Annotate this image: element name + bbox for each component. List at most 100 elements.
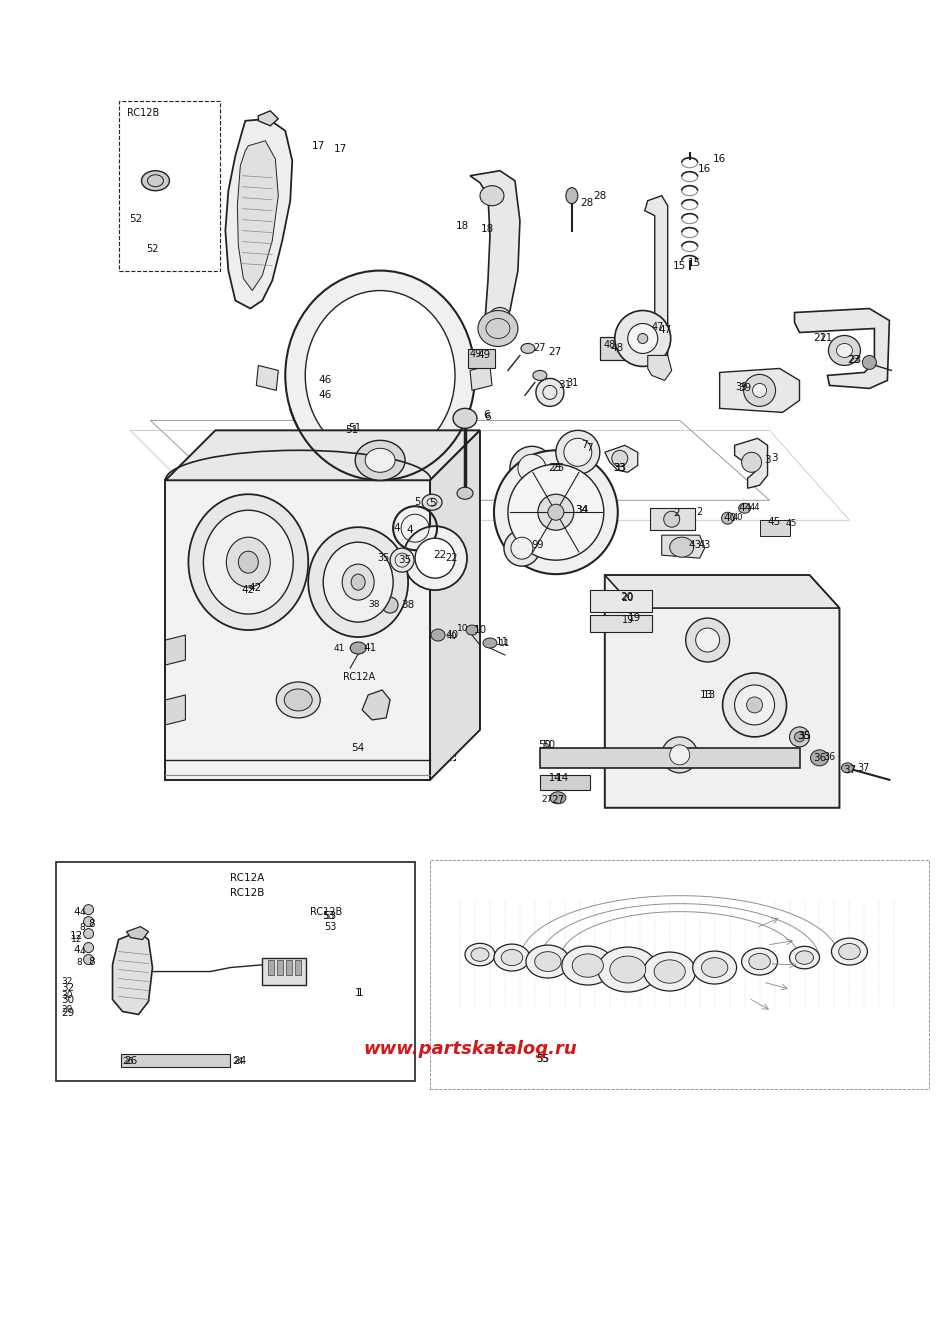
- Ellipse shape: [550, 792, 566, 804]
- Text: 46: 46: [319, 375, 332, 386]
- Text: 53: 53: [324, 922, 337, 931]
- Text: 35: 35: [378, 553, 390, 563]
- Text: 40: 40: [446, 632, 457, 640]
- Bar: [277, 959, 283, 975]
- Text: 30: 30: [61, 995, 74, 1004]
- Text: 27: 27: [548, 347, 561, 358]
- Text: 4: 4: [394, 523, 400, 533]
- Text: 6: 6: [485, 412, 492, 423]
- Text: 17: 17: [334, 143, 347, 154]
- Text: 26: 26: [124, 1056, 137, 1067]
- Text: 53: 53: [322, 910, 335, 921]
- Text: 30: 30: [61, 991, 72, 1000]
- Text: 50: 50: [539, 739, 552, 750]
- Text: 1: 1: [355, 987, 362, 998]
- Ellipse shape: [832, 938, 868, 965]
- Text: 15: 15: [688, 257, 701, 268]
- Text: 35: 35: [798, 731, 810, 741]
- Polygon shape: [604, 445, 637, 472]
- Ellipse shape: [742, 949, 777, 975]
- Circle shape: [612, 451, 628, 466]
- Text: 44: 44: [749, 502, 760, 511]
- Text: 35: 35: [399, 555, 412, 566]
- Text: 6: 6: [484, 411, 491, 420]
- Ellipse shape: [355, 440, 405, 480]
- Bar: [760, 521, 790, 537]
- Ellipse shape: [365, 448, 395, 472]
- Text: 2: 2: [673, 509, 680, 518]
- Text: 33: 33: [613, 464, 626, 473]
- Ellipse shape: [285, 270, 475, 480]
- Text: 22: 22: [445, 553, 458, 563]
- Text: 16: 16: [698, 164, 712, 174]
- Ellipse shape: [323, 542, 393, 621]
- Text: 40: 40: [732, 513, 743, 522]
- Text: 55: 55: [536, 1055, 550, 1064]
- Ellipse shape: [415, 538, 455, 578]
- Text: 7: 7: [582, 440, 588, 451]
- Polygon shape: [165, 635, 185, 665]
- Bar: [262, 958, 306, 984]
- Text: 2: 2: [697, 507, 703, 517]
- Bar: [540, 775, 589, 790]
- Text: 41: 41: [334, 644, 345, 652]
- Polygon shape: [720, 368, 800, 412]
- Text: 31: 31: [567, 379, 579, 388]
- Polygon shape: [257, 366, 278, 391]
- Ellipse shape: [615, 310, 671, 367]
- Text: 18: 18: [455, 221, 469, 231]
- Ellipse shape: [664, 511, 680, 527]
- Ellipse shape: [790, 946, 820, 969]
- Text: 1: 1: [357, 987, 364, 998]
- Ellipse shape: [739, 504, 750, 513]
- Ellipse shape: [457, 488, 473, 500]
- Ellipse shape: [644, 953, 696, 991]
- Text: 46: 46: [319, 391, 332, 400]
- Text: 29: 29: [61, 1008, 74, 1019]
- Polygon shape: [604, 575, 839, 808]
- Text: 10: 10: [457, 624, 468, 632]
- Text: 53: 53: [323, 910, 337, 921]
- Bar: [268, 959, 274, 975]
- Text: 27: 27: [541, 795, 553, 804]
- Circle shape: [84, 929, 94, 938]
- Text: 17: 17: [311, 140, 325, 151]
- Polygon shape: [794, 309, 889, 388]
- Ellipse shape: [598, 947, 658, 992]
- Text: 32: 32: [61, 977, 72, 986]
- Ellipse shape: [227, 537, 271, 587]
- Text: 5: 5: [414, 497, 420, 507]
- Bar: [589, 590, 651, 612]
- Bar: [431, 860, 930, 1089]
- Ellipse shape: [533, 371, 547, 380]
- Bar: [540, 747, 800, 768]
- Text: 42: 42: [242, 586, 255, 595]
- Circle shape: [84, 905, 94, 914]
- Text: 25: 25: [548, 464, 561, 473]
- Text: 10: 10: [474, 625, 487, 635]
- Ellipse shape: [471, 947, 489, 962]
- Ellipse shape: [351, 643, 367, 655]
- Ellipse shape: [466, 625, 478, 635]
- Text: 21: 21: [813, 334, 826, 343]
- Ellipse shape: [203, 510, 293, 613]
- Ellipse shape: [352, 574, 365, 590]
- Circle shape: [84, 917, 94, 926]
- Ellipse shape: [795, 951, 813, 965]
- Text: RC12B: RC12B: [230, 888, 265, 897]
- Text: 4: 4: [73, 945, 80, 954]
- Bar: [589, 615, 651, 632]
- Text: 43: 43: [688, 541, 701, 550]
- Ellipse shape: [521, 343, 535, 354]
- Ellipse shape: [494, 945, 530, 971]
- Ellipse shape: [511, 537, 533, 559]
- Ellipse shape: [794, 731, 805, 742]
- Ellipse shape: [390, 549, 415, 572]
- Text: 21: 21: [820, 334, 833, 343]
- Polygon shape: [362, 690, 390, 719]
- Text: 4: 4: [407, 525, 414, 535]
- Text: RC12B: RC12B: [127, 107, 159, 118]
- Polygon shape: [165, 431, 480, 480]
- Text: 52: 52: [129, 213, 142, 224]
- Text: 42: 42: [248, 583, 261, 594]
